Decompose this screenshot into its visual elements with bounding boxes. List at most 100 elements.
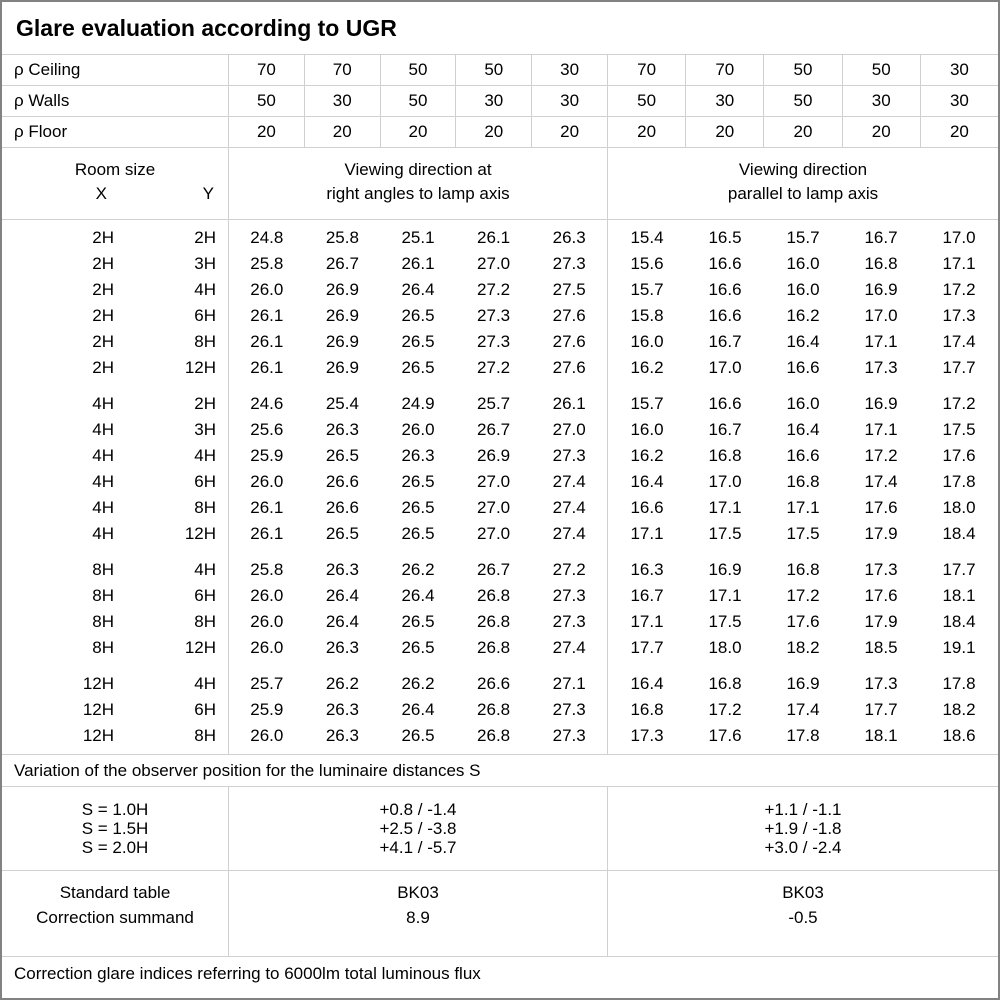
- ugr-row: 8H 8H 26.0 26.4 26.5 26.8 27.3 17.1 17.5 17.6 17.9…: [2, 609, 998, 635]
- ugr-value-parallel: [920, 547, 998, 557]
- ugr-row: 4H 3H 25.6 26.3 26.0 26.7 27.0 16.0 16.7 16.4 17.1…: [2, 417, 998, 443]
- reflectance-row: ρ Walls 50 30 50 30 30 50 30 50 30 30: [2, 86, 998, 117]
- ugr-row: 2H 8H 26.1 26.9 26.5 27.3 27.6 16.0 16.7 16.4 17.1…: [2, 329, 998, 355]
- reflectance-value: 50: [637, 91, 657, 110]
- reflectance-value: 30: [531, 55, 607, 85]
- ugr-value-right-angles: [380, 381, 456, 391]
- ugr-value-right-angles: [380, 661, 456, 671]
- ugr-value-right-angles: 26.1: [250, 524, 284, 543]
- ugr-value-parallel: [842, 661, 920, 671]
- ugr-value-parallel: [842, 547, 920, 557]
- ugr-value-parallel: 17.8: [942, 472, 976, 491]
- ugr-value-parallel: 17.3: [864, 560, 898, 579]
- ugr-value-right-angles: 26.0: [250, 612, 284, 631]
- x-axis-label: X: [95, 184, 107, 203]
- ugr-value-right-angles: 25.1: [401, 228, 435, 247]
- spacing-block: S = 1.0H S = 1.5H S = 2.0H +0.8 / -1.4 +…: [2, 787, 998, 871]
- ugr-value-right-angles: 27.1: [552, 674, 586, 693]
- reflectance-value: 50: [379, 86, 456, 116]
- ugr-value-right-angles: [229, 749, 305, 754]
- ugr-value-parallel: 18.1: [942, 586, 976, 605]
- ugr-value-right-angles: 26.5: [401, 498, 435, 517]
- ugr-value-right-angles: 27.4: [552, 498, 586, 517]
- ugr-value-right-angles: 27.0: [477, 498, 511, 517]
- room-x-value: 12H: [82, 674, 114, 693]
- ugr-value-right-angles: 24.8: [250, 228, 284, 247]
- ugr-value-parallel: 16.8: [708, 446, 742, 465]
- ugr-value-parallel: 18.2: [786, 638, 820, 657]
- ugr-row: 8H 12H 26.0 26.3 26.5 26.8 27.4 17.7 18.0 18.2 18.…: [2, 635, 998, 661]
- reflectance-value: 50: [256, 91, 276, 110]
- room-y-value: 8H: [194, 498, 216, 517]
- ugr-value-right-angles: 26.8: [477, 612, 511, 631]
- ugr-value-parallel: 16.7: [864, 228, 898, 247]
- spacer-row: [2, 547, 998, 557]
- reflectance-value: 30: [841, 86, 920, 116]
- ugr-value-parallel: 15.4: [630, 228, 664, 247]
- ugr-value-parallel: 16.6: [786, 446, 820, 465]
- ugr-value-right-angles: [531, 547, 607, 557]
- ugr-value-right-angles: 27.4: [552, 472, 586, 491]
- ugr-value-right-angles: 27.0: [477, 472, 511, 491]
- reflectance-value: 70: [637, 60, 657, 79]
- ugr-value-parallel: 15.7: [630, 280, 664, 299]
- room-x-value: 2H: [92, 358, 114, 377]
- ugr-value-parallel: 16.7: [708, 420, 742, 439]
- ugr-value-parallel: 16.9: [864, 394, 898, 413]
- ugr-value-right-angles: 26.1: [477, 228, 511, 247]
- room-x-value: 4H: [92, 498, 114, 517]
- ugr-row: 4H 6H 26.0 26.6 26.5 27.0 27.4 16.4 17.0 16.8 17.4…: [2, 469, 998, 495]
- ugr-value-right-angles: 25.9: [250, 446, 284, 465]
- ugr-value-right-angles: 24.6: [250, 394, 284, 413]
- ugr-value-parallel: 17.2: [864, 446, 898, 465]
- ugr-value-right-angles: 27.4: [552, 524, 586, 543]
- ugr-value-parallel: 16.0: [786, 254, 820, 273]
- ugr-value-parallel: 15.6: [630, 254, 664, 273]
- room-y-value: 12H: [184, 358, 216, 377]
- ugr-value-parallel: 16.6: [708, 306, 742, 325]
- ugr-value-right-angles: 26.1: [552, 394, 586, 413]
- ugr-value-parallel: 16.6: [786, 358, 820, 377]
- ugr-value-right-angles: [531, 661, 607, 671]
- ugr-value-parallel: 16.2: [630, 358, 664, 377]
- ugr-value-right-angles: [380, 749, 456, 754]
- ugr-row: 12H 8H 26.0 26.3 26.5 26.8 27.3 17.3 17.6 17.8 18.…: [2, 723, 998, 749]
- room-y-value: 4H: [194, 280, 216, 299]
- ugr-value-parallel: 17.6: [864, 586, 898, 605]
- spacer-row: [2, 220, 998, 225]
- ugr-value-parallel: 17.7: [630, 638, 664, 657]
- ugr-value-right-angles: 24.9: [401, 394, 435, 413]
- ugr-value-parallel: 17.7: [942, 560, 976, 579]
- room-y-value: 3H: [194, 254, 216, 273]
- ugr-value-right-angles: 26.3: [325, 638, 359, 657]
- room-x-value: [2, 749, 114, 754]
- room-y-value: 4H: [194, 674, 216, 693]
- ugr-value-right-angles: [305, 381, 381, 391]
- reflectance-value: 30: [531, 86, 607, 116]
- ugr-value-right-angles: 27.2: [477, 358, 511, 377]
- ugr-value-parallel: 17.1: [708, 586, 742, 605]
- ugr-value-parallel: 17.1: [942, 254, 976, 273]
- ugr-value-parallel: 18.4: [942, 612, 976, 631]
- reflectance-value: 70: [685, 55, 763, 85]
- table-header: Room size X Y Viewing direction at right…: [2, 148, 998, 220]
- ugr-value-right-angles: 26.6: [325, 498, 359, 517]
- ugr-value-parallel: 17.0: [708, 358, 742, 377]
- ugr-value-parallel: 18.2: [942, 700, 976, 719]
- y-axis-label: Y: [202, 184, 214, 203]
- ugr-value-parallel: [686, 381, 764, 391]
- ugr-row: 2H 6H 26.1 26.9 26.5 27.3 27.6 15.8 16.6 16.2 17.0…: [2, 303, 998, 329]
- room-y-value: 6H: [194, 586, 216, 605]
- reflectance-table: ρ Ceiling 70 70 50 50 30 70 70 50 50 30 ρ Walls 50 30…: [2, 55, 998, 148]
- ugr-value-parallel: 16.0: [786, 280, 820, 299]
- parallel-header: Viewing direction parallel to lamp axis: [607, 148, 998, 219]
- room-x-value: 4H: [92, 472, 114, 491]
- room-y-value: 6H: [194, 306, 216, 325]
- ugr-value-right-angles: 27.3: [552, 586, 586, 605]
- ugr-row: 12H 6H 25.9 26.3 26.4 26.8 27.3 16.8 17.2 17.4 17.…: [2, 697, 998, 723]
- ugr-value-parallel: 16.7: [630, 586, 664, 605]
- ugr-value-right-angles: 26.1: [401, 254, 435, 273]
- ugr-value-right-angles: [305, 547, 381, 557]
- ugr-value-parallel: 18.0: [942, 498, 976, 517]
- spacing-value: +4.1 / -5.7: [379, 838, 457, 857]
